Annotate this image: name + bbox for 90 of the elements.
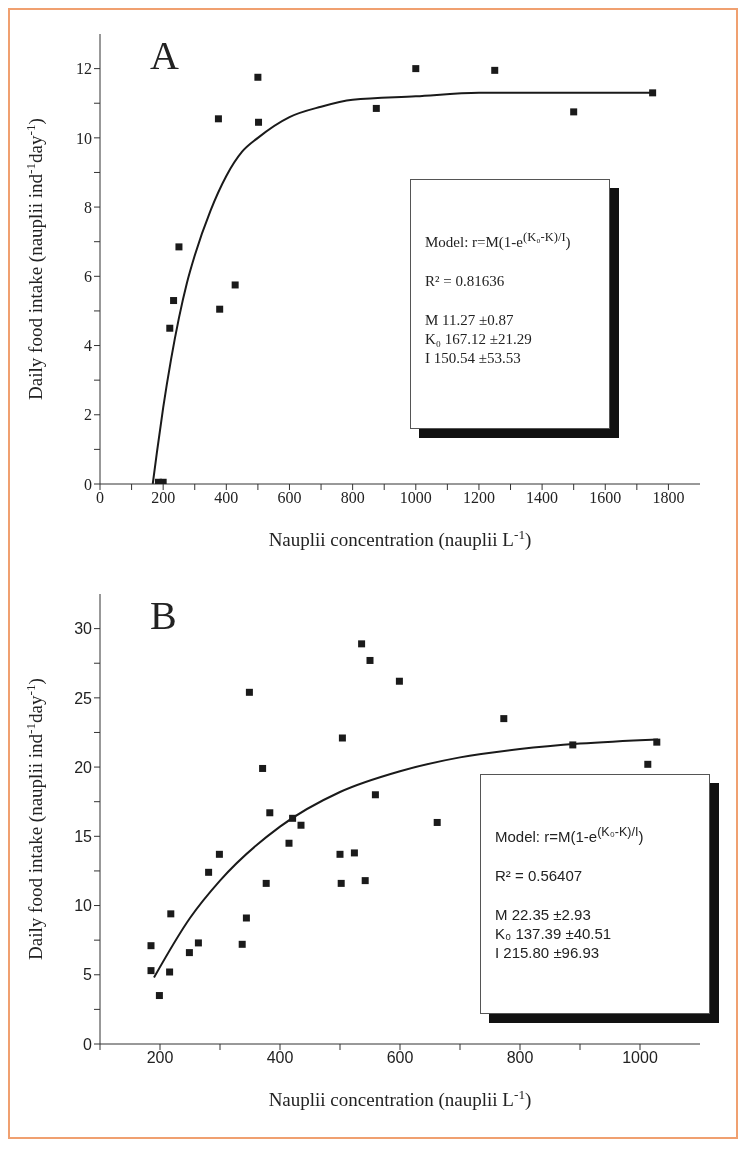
point [371,791,379,799]
point [649,89,657,97]
point [242,914,250,922]
point [433,818,441,826]
x-tick-label: 200 [146,1049,174,1067]
x-tick-label: 400 [266,1049,294,1067]
point [644,760,652,768]
y-tick-label: 12 [76,60,92,78]
annotation: I 215.80 ±96.93 [495,944,601,961]
y-tick-label: 30 [74,620,93,638]
point [238,940,246,948]
point [259,764,267,772]
annotation: Model: r=M(1-e$^{(K₀-K)/I}$) [425,230,572,251]
point [570,108,578,116]
point [175,243,183,251]
point [185,949,193,957]
point [254,73,262,81]
x-tick-label: 600 [386,1049,414,1067]
point [350,849,358,857]
point [338,734,346,742]
x-tick-label: 400 [214,489,239,507]
y-tick-label: 20 [74,758,93,776]
point [569,741,577,749]
annotation: M 22.35 ±2.93 [495,906,592,923]
point [167,910,175,918]
point [500,715,508,723]
x-tick-label: 1800 [652,489,685,507]
point [289,814,297,822]
point [266,809,274,817]
x-tick-label: 200 [151,489,176,507]
point [372,104,380,112]
y-tick-label: 10 [74,897,93,915]
point [194,939,202,947]
point [166,324,174,332]
annotation: R² = 0.81636 [425,273,506,290]
point [231,281,239,289]
y-tick-label: 8 [84,198,92,216]
point [155,992,163,1000]
point [337,879,345,887]
line-series [153,738,659,979]
chart-title: B [150,592,177,639]
y-tick-label: 5 [83,966,93,984]
x-tick-label: 1600 [589,489,622,507]
point [159,478,167,484]
annotation: M 11.27 ±0.87 [425,312,515,329]
point [491,66,499,74]
point [147,967,155,975]
x-tick-label: 1000 [399,489,432,507]
y-tick-label: 0 [83,1035,93,1053]
y-tick-label: 25 [74,689,93,707]
x-axis-title: Nauplii concentration (nauplii L$^{-1}$) [268,1086,532,1111]
x-tick-label: 800 [340,489,365,507]
point [214,115,222,123]
x-tick-label: 800 [506,1049,534,1067]
annotation: K₀ 137.39 ±40.51 [495,925,613,942]
point [166,968,174,976]
point [336,850,344,858]
x-tick-label: 0 [96,489,104,507]
point [361,877,369,885]
point [395,677,403,685]
point [147,942,155,950]
annotation: K₀ 167.12 ±21.29 [425,331,533,348]
point [255,118,263,126]
y-tick-label: 10 [76,129,92,147]
point [215,850,223,858]
chart-title: A [150,32,179,79]
x-tick-label: 1000 [622,1049,658,1067]
point [653,738,661,746]
point [297,821,305,829]
point [366,656,374,664]
x-tick-label: 1200 [462,489,495,507]
point [358,640,366,648]
point [412,65,420,73]
x-tick-label: 1400 [526,489,559,507]
point [216,305,224,313]
point [262,879,270,887]
y-tick-label: 15 [74,827,93,845]
annotation: I 150.54 ±53.53 [425,350,522,367]
point [285,839,293,847]
point [245,688,253,696]
y-tick-label: 2 [84,406,92,424]
y-tick-label: 6 [84,267,92,285]
x-tick-label: 600 [277,489,302,507]
y-tick-label: 0 [84,475,92,493]
annotation: Model: r=M(1-e$^{(K₀-K)/I}$) [495,825,645,845]
point [170,297,178,305]
point [205,868,213,876]
x-axis-title: Nauplii concentration (nauplii L$^{-1}$) [268,526,532,551]
annotation: R² = 0.56407 [495,867,584,884]
y-tick-label: 4 [84,337,92,355]
